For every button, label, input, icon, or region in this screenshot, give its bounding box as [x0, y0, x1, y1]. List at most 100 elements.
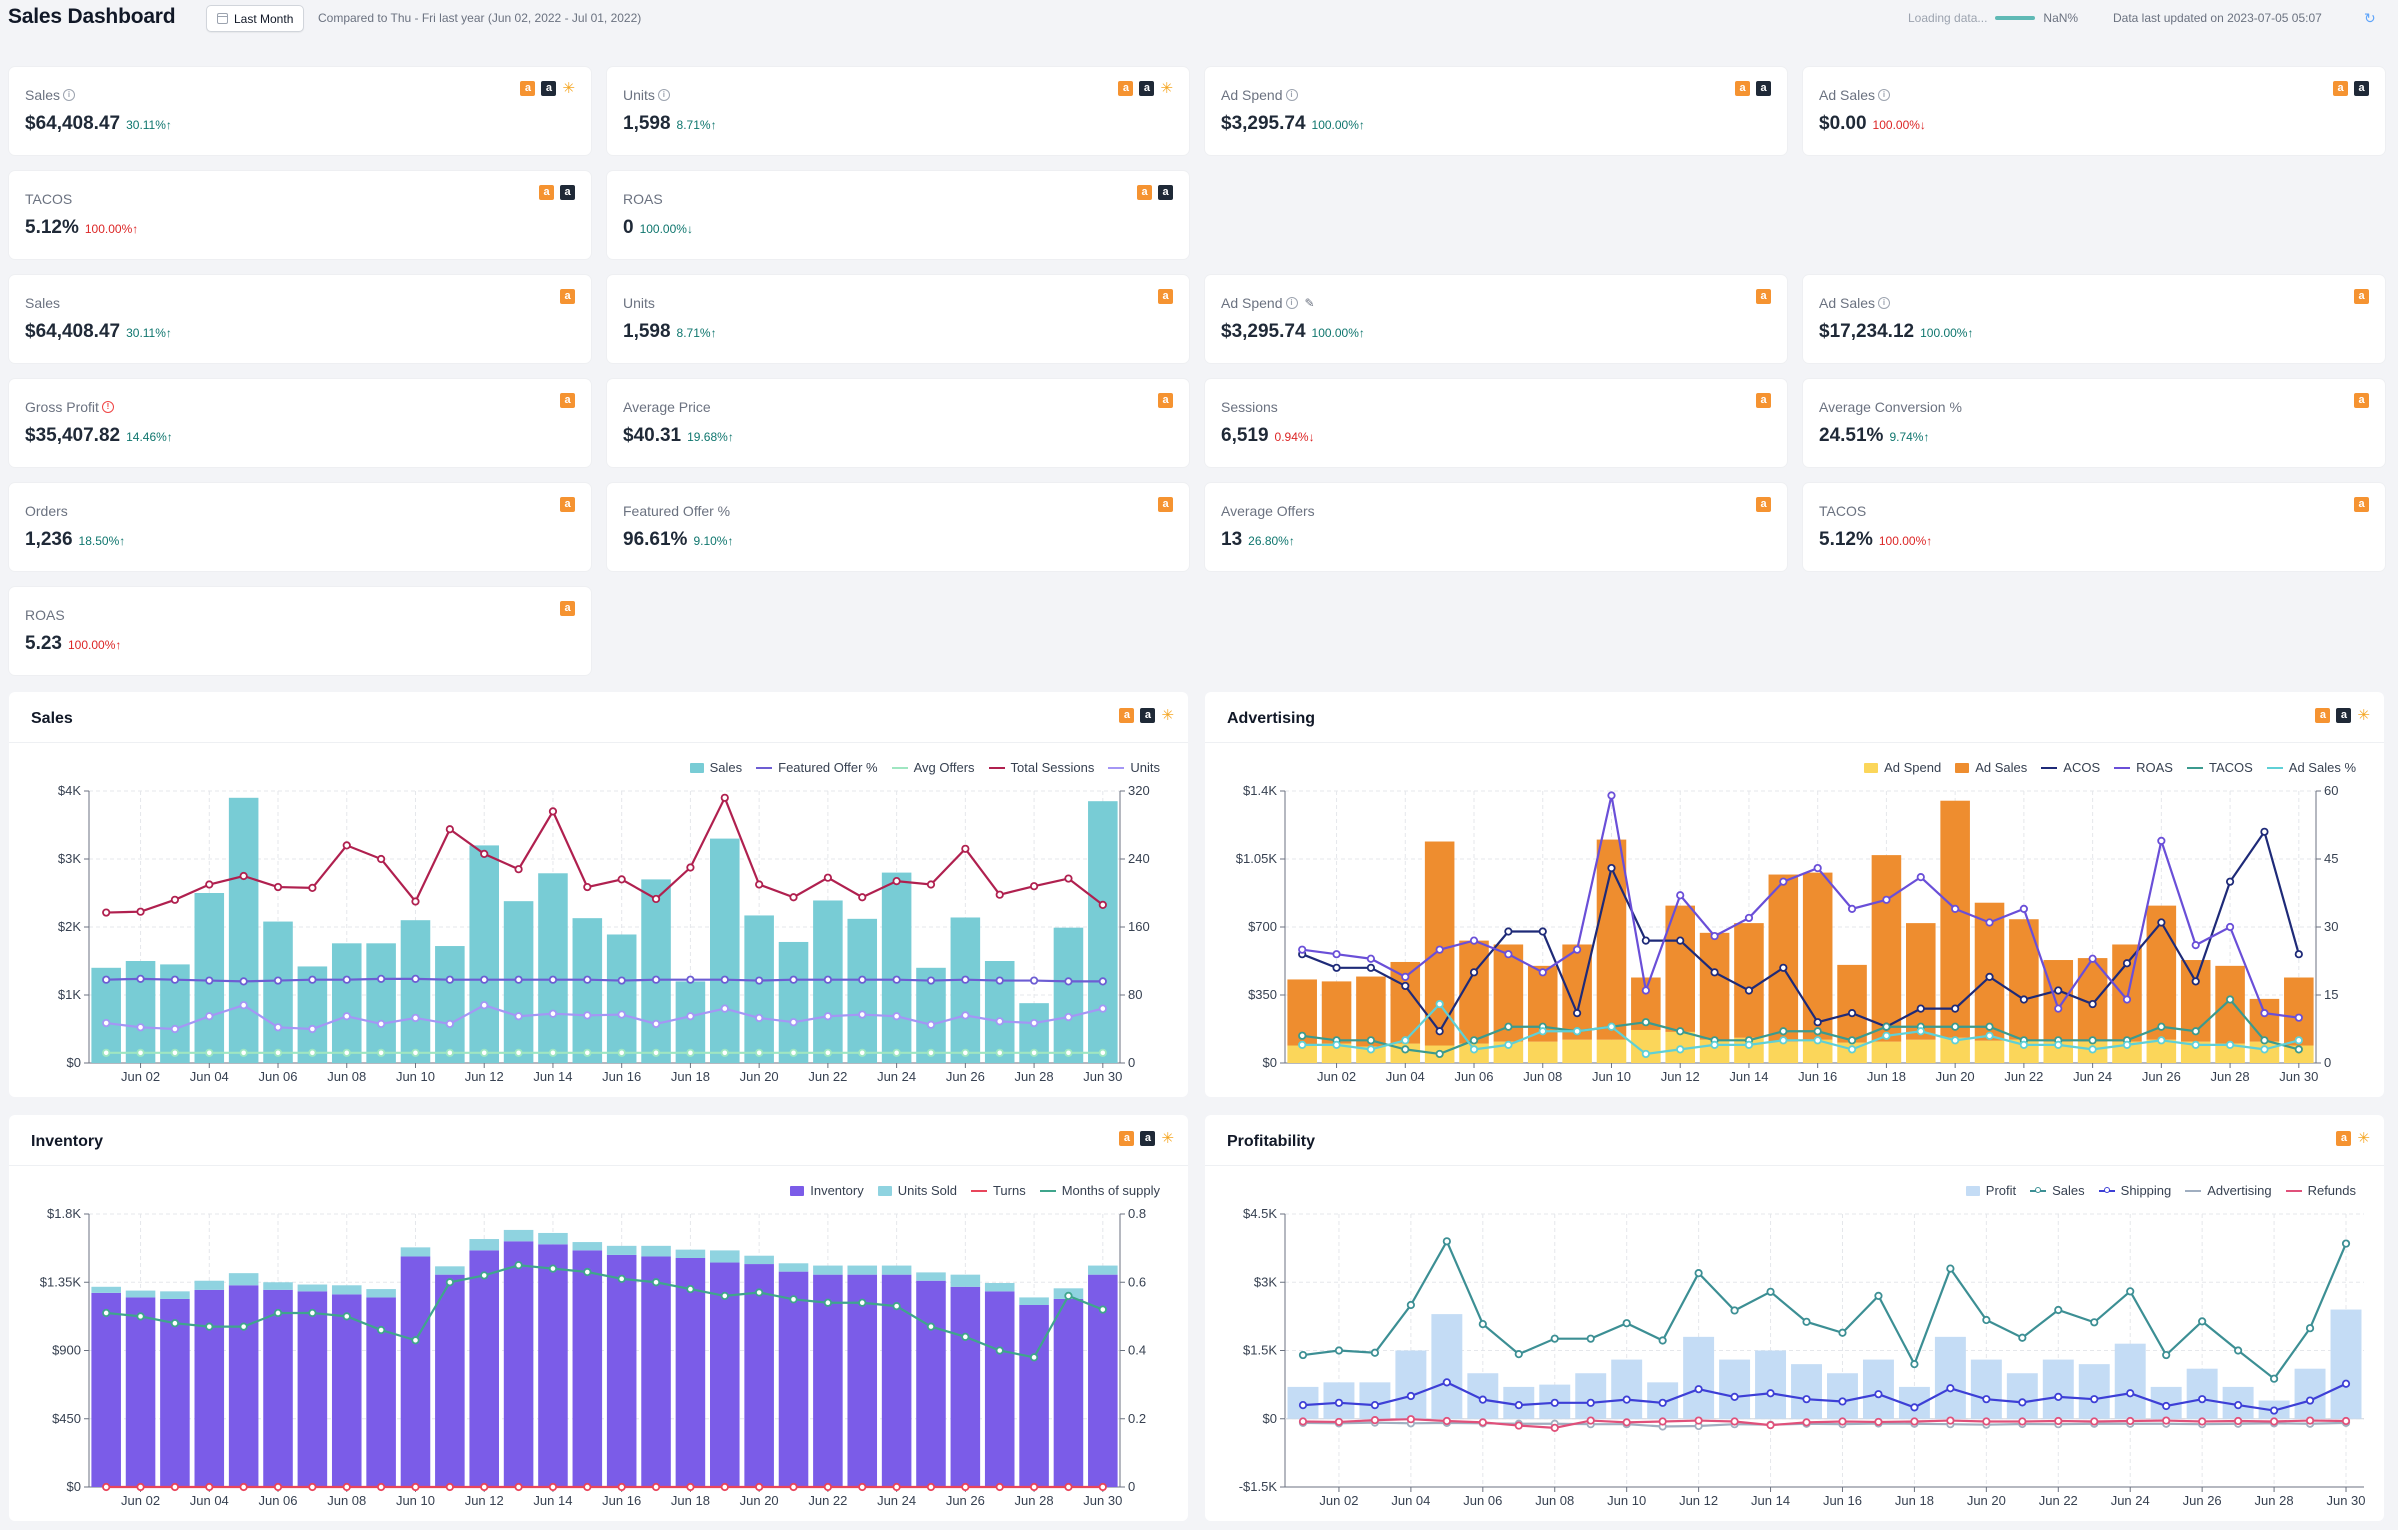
legend-item[interactable]: Sales	[2030, 1183, 2085, 1198]
bar-inventory	[125, 1297, 156, 1487]
amazon-icon: a	[1119, 1131, 1135, 1146]
kpi-card[interactable]: Gross Profit! $35,407.82 14.46%↑ a	[9, 379, 591, 467]
legend-item[interactable]: Total Sessions	[988, 760, 1094, 775]
x-tick-label: Jun 02	[121, 1069, 160, 1084]
kpi-card[interactable]: ROAS 5.23 100.00%↑ a	[9, 587, 591, 675]
kpi-card[interactable]: Ad Spend i $3,295.74 100.00%↑ a a	[1205, 67, 1787, 155]
legend-item[interactable]: Ad Sales	[1955, 760, 2027, 775]
point-total-sessions	[1064, 874, 1073, 883]
warning-icon[interactable]: !	[101, 401, 114, 413]
legend-item[interactable]: Inventory	[790, 1183, 864, 1198]
kpi-card[interactable]: Average Offers 13 26.80%↑ a	[1205, 483, 1787, 571]
info-icon[interactable]: i	[657, 89, 670, 101]
legend-item[interactable]: TACOS	[2186, 760, 2253, 775]
bar-units-sold	[228, 1273, 259, 1286]
kpi-card[interactable]: Units i 1,598 8.71%↑ a a ✳	[607, 67, 1189, 155]
legend-item[interactable]: Avg Offers	[891, 760, 975, 775]
point-turns	[686, 1482, 695, 1492]
bar-profit	[1719, 1359, 1751, 1419]
point-roas	[1847, 904, 1857, 913]
point-sales	[1766, 1287, 1775, 1296]
legend-item[interactable]: ROAS	[2114, 760, 2173, 775]
kpi-card[interactable]: Orders 1,236 18.50%↑ a	[9, 483, 591, 571]
legend-item[interactable]: Turns	[970, 1183, 1026, 1198]
bar-profit	[1827, 1373, 1858, 1419]
point-turns	[102, 1482, 111, 1492]
legend-item[interactable]: Advertising	[2185, 1183, 2272, 1198]
profitability-chart-panel: Profitability a ✳ Profit Sales Shipping Adve…	[1205, 1115, 2384, 1521]
point-months-of-supply	[377, 1325, 386, 1335]
bar-profit	[1359, 1382, 1391, 1419]
kpi-value: $0.00	[1819, 113, 1867, 134]
point-avg-offers	[514, 1048, 523, 1057]
kpi-card[interactable]: ROAS 0 100.00%↓ a a	[607, 171, 1189, 259]
kpi-card[interactable]: Sales $64,408.47 30.11%↑ a	[9, 275, 591, 363]
info-icon[interactable]: i	[1285, 89, 1298, 101]
point-avg-offers	[205, 1048, 214, 1057]
kpi-card[interactable]: Sessions 6,519 0.94%↓ a	[1205, 379, 1787, 467]
legend-item[interactable]: Ad Spend	[1864, 760, 1941, 775]
kpi-card[interactable]: Ad Sales i $0.00 100.00%↓ a a	[1803, 67, 2385, 155]
legend-item[interactable]: Profit	[1965, 1183, 2016, 1198]
kpi-card[interactable]: TACOS 5.12% 100.00%↑ a	[1803, 483, 2385, 571]
kpi-card[interactable]: Ad Sales i $17,234.12 100.00%↑ a	[1803, 275, 2385, 363]
point-ad-sales-	[2157, 1036, 2166, 1045]
x-tick-label: Jun 02	[1317, 1069, 1356, 1084]
point-sales	[1874, 1291, 1883, 1300]
point-roas	[1779, 877, 1788, 886]
info-icon[interactable]: i	[1878, 297, 1891, 309]
bar-inventory	[916, 1280, 946, 1487]
x-tick-label: Jun 30	[2326, 1493, 2365, 1508]
amazon-icon: a	[1137, 185, 1152, 200]
point-refunds	[2054, 1416, 2063, 1426]
date-range-label: Last Month	[234, 11, 294, 26]
kpi-value-row: $3,295.74 100.00%↑	[1221, 321, 1365, 343]
kpi-source-icons: a	[1756, 393, 1771, 408]
point-turns	[1029, 1482, 1039, 1492]
point-total-sessions	[823, 873, 832, 882]
info-icon[interactable]: i	[63, 89, 76, 101]
legend-item[interactable]: Shipping	[2098, 1183, 2171, 1198]
legend-item[interactable]: Sales	[689, 760, 742, 775]
kpi-card[interactable]: Sales i $64,408.47 30.11%↑ a a ✳	[9, 67, 591, 155]
point-refunds	[2090, 1417, 2099, 1426]
kpi-card[interactable]: Units 1,598 8.71%↑ a	[607, 275, 1189, 363]
kpi-label-row: Orders	[25, 503, 68, 519]
legend-item[interactable]: ACOS	[2041, 760, 2100, 775]
bar-profit	[2294, 1368, 2326, 1419]
bar-ad-sales	[2249, 998, 2280, 1042]
legend-item[interactable]: Months of supply	[1039, 1183, 1160, 1198]
point-roas	[1916, 873, 1925, 882]
legend-item[interactable]: Units	[1108, 760, 1160, 775]
kpi-card[interactable]: Average Conversion % 24.51% 9.74%↑ a	[1803, 379, 2385, 467]
point-sales	[1982, 1315, 1991, 1325]
amazon-icon: a	[1158, 497, 1173, 512]
legend-item[interactable]: Units Sold	[877, 1183, 957, 1198]
point-refunds	[2305, 1416, 2315, 1425]
point-avg-offers	[926, 1048, 936, 1057]
refresh-icon[interactable]: ↻	[2364, 10, 2376, 26]
point-total-sessions	[995, 890, 1004, 899]
date-range-button[interactable]: Last Month	[206, 5, 305, 32]
kpi-card[interactable]: Featured Offer % 96.61% 9.10%↑ a	[607, 483, 1189, 571]
point-ad-sales-	[1504, 1040, 1513, 1049]
y-tick-label: $0	[1263, 1055, 1277, 1070]
point-roas	[1366, 954, 1376, 963]
kpi-card[interactable]: Average Price $40.31 19.68%↑ a	[607, 379, 1189, 467]
bar-profit	[2186, 1368, 2218, 1419]
info-icon[interactable]: i	[1878, 89, 1891, 101]
point-featured-offer-	[823, 975, 832, 984]
point-shipping	[1514, 1400, 1523, 1410]
legend-item[interactable]: Ad Sales %	[2266, 760, 2356, 775]
point-turns	[892, 1482, 901, 1492]
legend-item[interactable]: Refunds	[2285, 1183, 2356, 1198]
point-units	[273, 1023, 283, 1032]
kpi-card[interactable]: TACOS 5.12% 100.00%↑ a a	[9, 171, 591, 259]
kpi-card[interactable]: Ad Spend i ✎ $3,295.74 100.00%↑ a	[1205, 275, 1787, 363]
pencil-icon[interactable]: ✎	[1304, 296, 1315, 310]
legend-item[interactable]: Featured Offer %	[756, 760, 878, 775]
compare-period-text: Compared to Thu - Fri last year (Jun 02,…	[318, 11, 642, 25]
point-featured-offer-	[239, 977, 248, 986]
amazon-ads-icon: a	[2336, 708, 2352, 723]
info-icon[interactable]: i	[1285, 297, 1298, 309]
